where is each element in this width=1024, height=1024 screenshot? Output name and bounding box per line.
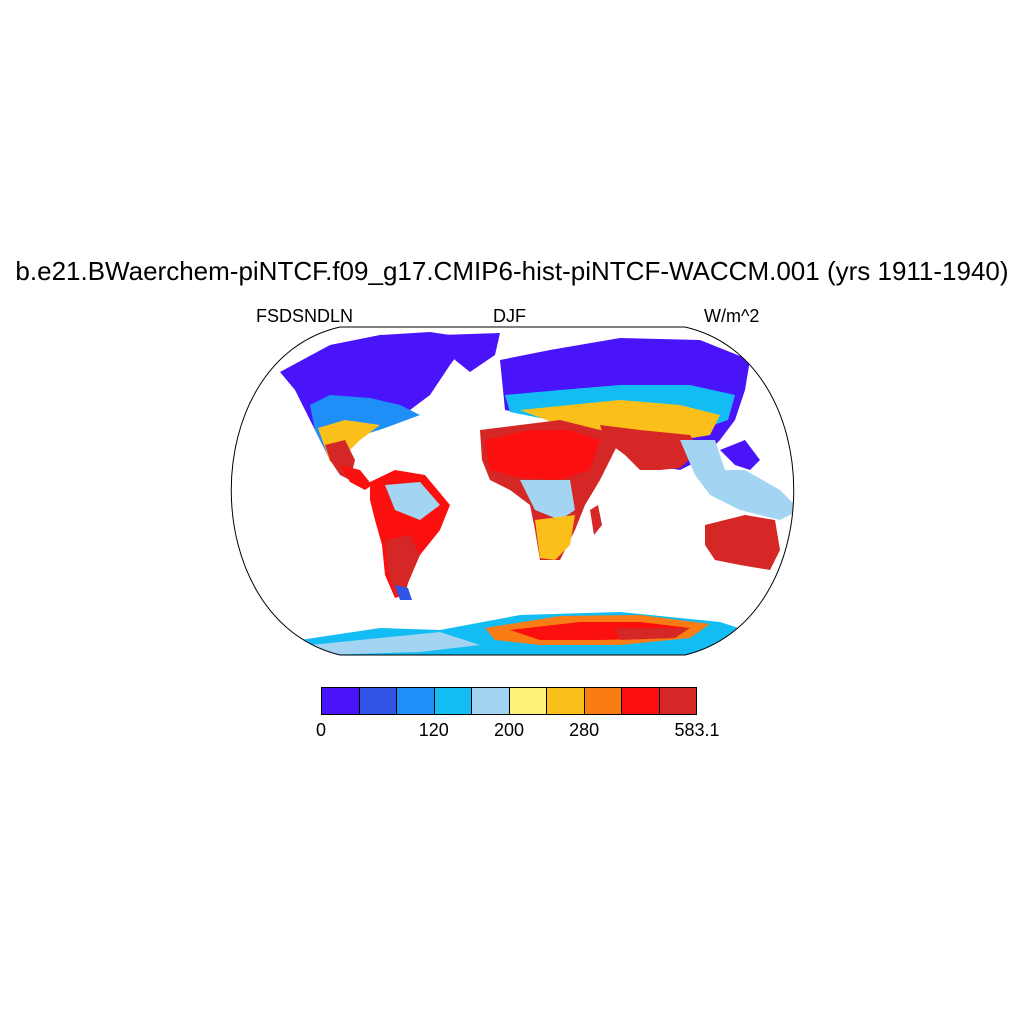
map-title: b.e21.BWaerchem-piNTCF.f09_g17.CMIP6-his… [15, 256, 1009, 286]
colorbar-box [359, 688, 397, 714]
colorbar-label: 120 [418, 720, 449, 740]
north-america [280, 332, 470, 460]
colorbar-label: 200 [493, 720, 525, 740]
colorbar [321, 687, 697, 715]
colorbar-label: 583.1 [674, 720, 720, 740]
colorbar-box [659, 688, 696, 714]
colorbar-box [472, 688, 510, 714]
colorbar-box [509, 688, 547, 714]
colorbar-box [434, 688, 472, 714]
colorbar-label: 0 [315, 720, 327, 740]
colorbar-box [397, 688, 435, 714]
colorbar-box [322, 688, 360, 714]
australia [705, 515, 780, 570]
variable-name: FSDSNDLN [256, 306, 354, 326]
colorbar-label: 280 [569, 720, 600, 740]
land-fill [280, 332, 794, 655]
greenland [440, 333, 500, 372]
season-label: DJF [493, 306, 526, 326]
globe-outline [230, 326, 795, 656]
colorbar-box [584, 688, 622, 714]
units-label: W/m^2 [704, 306, 760, 326]
colorbar-box [547, 688, 585, 714]
madagascar [590, 505, 602, 535]
colorbar-box [622, 688, 660, 714]
